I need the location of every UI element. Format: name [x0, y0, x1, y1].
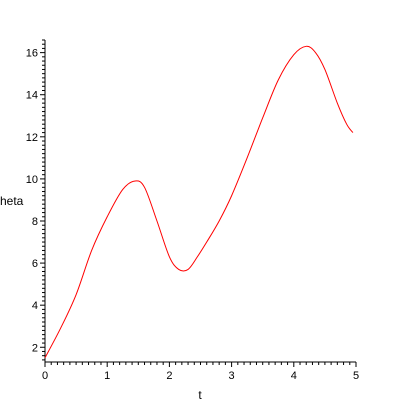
- x-tick-label: 0: [42, 370, 48, 382]
- x-axis-label: t: [198, 388, 202, 400]
- y-ticks: 2 4 6 8 10 12 14 16: [26, 39, 45, 361]
- x-tick-label: 3: [229, 370, 235, 382]
- y-tick-label: 10: [26, 174, 38, 186]
- y-tick-label: 4: [32, 300, 38, 312]
- y-tick-label: 2: [32, 342, 38, 354]
- x-ticks: 0 1 2 3 4 5: [42, 362, 359, 382]
- x-tick-label: 5: [353, 370, 359, 382]
- x-tick-label: 2: [166, 370, 172, 382]
- y-tick-label: 12: [26, 132, 38, 144]
- y-tick-label: 14: [26, 90, 38, 102]
- x-tick-label: 1: [104, 370, 110, 382]
- x-tick-label: 4: [291, 370, 297, 382]
- y-tick-label: 16: [26, 48, 38, 60]
- y-tick-label: 6: [32, 258, 38, 270]
- series-line-theta: [44, 45, 354, 359]
- y-tick-label: 8: [32, 216, 38, 228]
